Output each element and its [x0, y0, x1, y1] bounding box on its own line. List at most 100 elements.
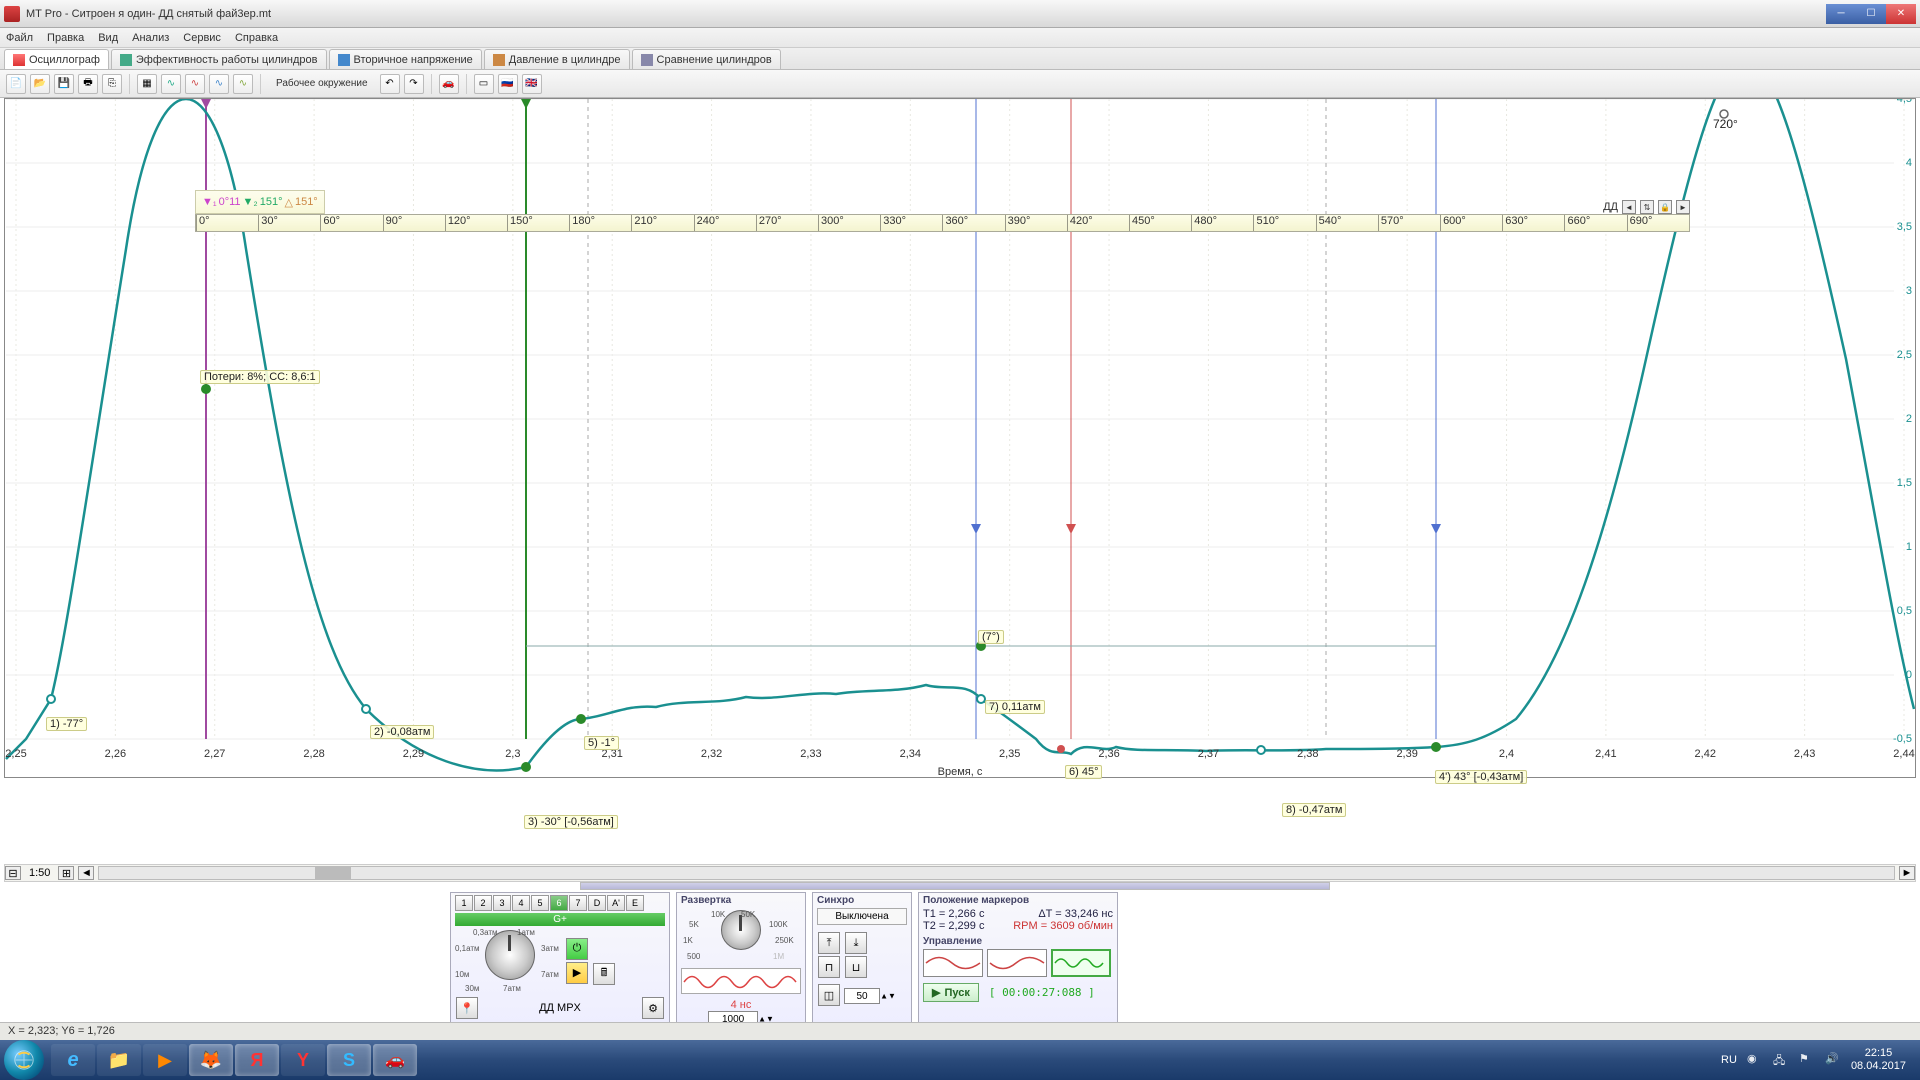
- channel-3-button[interactable]: 3: [493, 895, 511, 911]
- channel-A'-button[interactable]: A': [607, 895, 625, 911]
- control-wave3[interactable]: [1051, 949, 1111, 977]
- tab-cylinder-pressure[interactable]: Давление в цилиндре: [484, 49, 630, 69]
- svg-text:1,5: 1,5: [1897, 477, 1912, 489]
- menu-analysis[interactable]: Анализ: [132, 32, 169, 44]
- taskbar-explorer[interactable]: 📁: [97, 1044, 141, 1076]
- sensitivity-knob[interactable]: [485, 930, 535, 980]
- gplus-button[interactable]: G+: [455, 913, 665, 926]
- scroll-left-button[interactable]: ◄: [78, 866, 94, 880]
- probe-button[interactable]: 📍: [456, 997, 478, 1019]
- chart-annotation: (7°): [978, 630, 1004, 644]
- sync-mode1-button[interactable]: ⤒: [818, 932, 840, 954]
- taskbar-mtpro[interactable]: 🚗: [373, 1044, 417, 1076]
- tab-cylinder-efficiency[interactable]: Эффективность работы цилиндров: [111, 49, 327, 69]
- calc-button[interactable]: 🖩: [593, 963, 615, 985]
- taskbar-skype[interactable]: S: [327, 1044, 371, 1076]
- taskbar-yandex[interactable]: Я: [235, 1044, 279, 1076]
- settings-button[interactable]: ⚙: [642, 997, 664, 1019]
- start-button[interactable]: [4, 1040, 44, 1080]
- power-button[interactable]: ⏻: [566, 938, 588, 960]
- ruler-updown-button[interactable]: ⇅: [1640, 200, 1654, 214]
- channel-5-button[interactable]: 5: [531, 895, 549, 911]
- tab-secondary-voltage[interactable]: Вторичное напряжение: [329, 49, 482, 69]
- svg-text:3,5: 3,5: [1897, 221, 1912, 233]
- flag-ru-button[interactable]: 🇷🇺: [498, 74, 518, 94]
- sync-opt-button[interactable]: ◫: [818, 984, 840, 1006]
- taskbar-media[interactable]: ▶: [143, 1044, 187, 1076]
- tab-oscilloscope[interactable]: Осциллограф: [4, 49, 109, 69]
- sync-state[interactable]: Выключена: [817, 908, 907, 925]
- window-close-button[interactable]: ✕: [1886, 4, 1916, 24]
- sync-mode4-button[interactable]: ⊔: [845, 956, 867, 978]
- menu-view[interactable]: Вид: [98, 32, 118, 44]
- tray-volume-icon[interactable]: 🔊: [1825, 1052, 1841, 1068]
- open-button[interactable]: 📂: [30, 74, 50, 94]
- tool1-button[interactable]: ▭: [474, 74, 494, 94]
- control-wave1[interactable]: [923, 949, 983, 977]
- svg-text:2,28: 2,28: [303, 748, 324, 760]
- ruler-lock-button[interactable]: 🔒: [1658, 200, 1672, 214]
- chart-annotation: 6) 45°: [1065, 765, 1102, 779]
- sync-mode3-button[interactable]: ⊓: [818, 956, 840, 978]
- grid-button[interactable]: ▦: [137, 74, 157, 94]
- menu-file[interactable]: Файл: [6, 32, 33, 44]
- menu-service[interactable]: Сервис: [183, 32, 221, 44]
- scroll-right-button[interactable]: ►: [1899, 866, 1915, 880]
- flag-en-button[interactable]: 🇬🇧: [522, 74, 542, 94]
- control-panels: 1234567DA'E G+ 0,1атм 0,3атм 1атм 3атм 7…: [450, 892, 1118, 1027]
- wave1-button[interactable]: ∿: [161, 74, 181, 94]
- start-button[interactable]: ▶ Пуск: [923, 983, 979, 1002]
- channel-D-button[interactable]: D: [588, 895, 606, 911]
- ruler-right-button[interactable]: ►: [1676, 200, 1690, 214]
- wave3-button[interactable]: ∿: [209, 74, 229, 94]
- timer-display: [ 00:00:27:088 ]: [989, 986, 1095, 999]
- redo-button[interactable]: ↷: [404, 74, 424, 94]
- chart-annotation: 4') 43° [-0,43атм]: [1435, 770, 1527, 784]
- menu-edit[interactable]: Правка: [47, 32, 84, 44]
- tray-clock[interactable]: 22:15 08.04.2017: [1851, 1047, 1906, 1073]
- export-button[interactable]: ⎘: [102, 74, 122, 94]
- taskbar-ie[interactable]: e: [51, 1044, 95, 1076]
- svg-text:2,35: 2,35: [999, 748, 1020, 760]
- ruler-tick: 240°: [694, 215, 756, 231]
- windows-icon: [13, 1049, 35, 1071]
- undo-button[interactable]: ↶: [380, 74, 400, 94]
- new-button[interactable]: 📄: [6, 74, 26, 94]
- taskbar-ybrowser[interactable]: Y: [281, 1044, 325, 1076]
- channel-4-button[interactable]: 4: [512, 895, 530, 911]
- ruler-tick: 660°: [1564, 215, 1626, 231]
- menu-help[interactable]: Справка: [235, 32, 278, 44]
- chart-annotation: 8) -0,47атм: [1282, 803, 1346, 817]
- zoom-in-button[interactable]: ⊞: [58, 866, 74, 880]
- tray-flag-icon[interactable]: ⚑: [1799, 1052, 1815, 1068]
- wave2-button[interactable]: ∿: [185, 74, 205, 94]
- channel-2-button[interactable]: 2: [474, 895, 492, 911]
- window-maximize-button[interactable]: ☐: [1856, 4, 1886, 24]
- car-button[interactable]: 🚗: [439, 74, 459, 94]
- window-minimize-button[interactable]: ─: [1826, 4, 1856, 24]
- save-button[interactable]: 💾: [54, 74, 74, 94]
- play-button[interactable]: ▶: [566, 962, 588, 984]
- ruler-tick: 210°: [631, 215, 693, 231]
- channel-E-button[interactable]: E: [626, 895, 644, 911]
- control-wave2[interactable]: [987, 949, 1047, 977]
- channel-7-button[interactable]: 7: [569, 895, 587, 911]
- ruler-tick: 630°: [1502, 215, 1564, 231]
- horizontal-scrollbar[interactable]: [98, 866, 1895, 880]
- zoom-out-button[interactable]: ⊟: [5, 866, 21, 880]
- sync-input[interactable]: [844, 988, 880, 1004]
- channel-1-button[interactable]: 1: [455, 895, 473, 911]
- wave4-button[interactable]: ∿: [233, 74, 253, 94]
- svg-text:2,33: 2,33: [800, 748, 821, 760]
- degree-ruler[interactable]: 0°30°60°90°120°150°180°210°240°270°300°3…: [195, 214, 1690, 232]
- sync-mode2-button[interactable]: ⤓: [845, 932, 867, 954]
- tab-cylinder-compare[interactable]: Сравнение цилиндров: [632, 49, 781, 69]
- ruler-left-button[interactable]: ◄: [1622, 200, 1636, 214]
- tray-nvidia-icon[interactable]: ◉: [1747, 1052, 1763, 1068]
- channel-6-button[interactable]: 6: [550, 895, 568, 911]
- taskbar-firefox[interactable]: 🦊: [189, 1044, 233, 1076]
- print-button[interactable]: 🖶: [78, 74, 98, 94]
- mini-scrollbar[interactable]: [580, 882, 1330, 890]
- tray-lang[interactable]: RU: [1721, 1054, 1737, 1066]
- tray-network-icon[interactable]: 🖧: [1773, 1052, 1789, 1068]
